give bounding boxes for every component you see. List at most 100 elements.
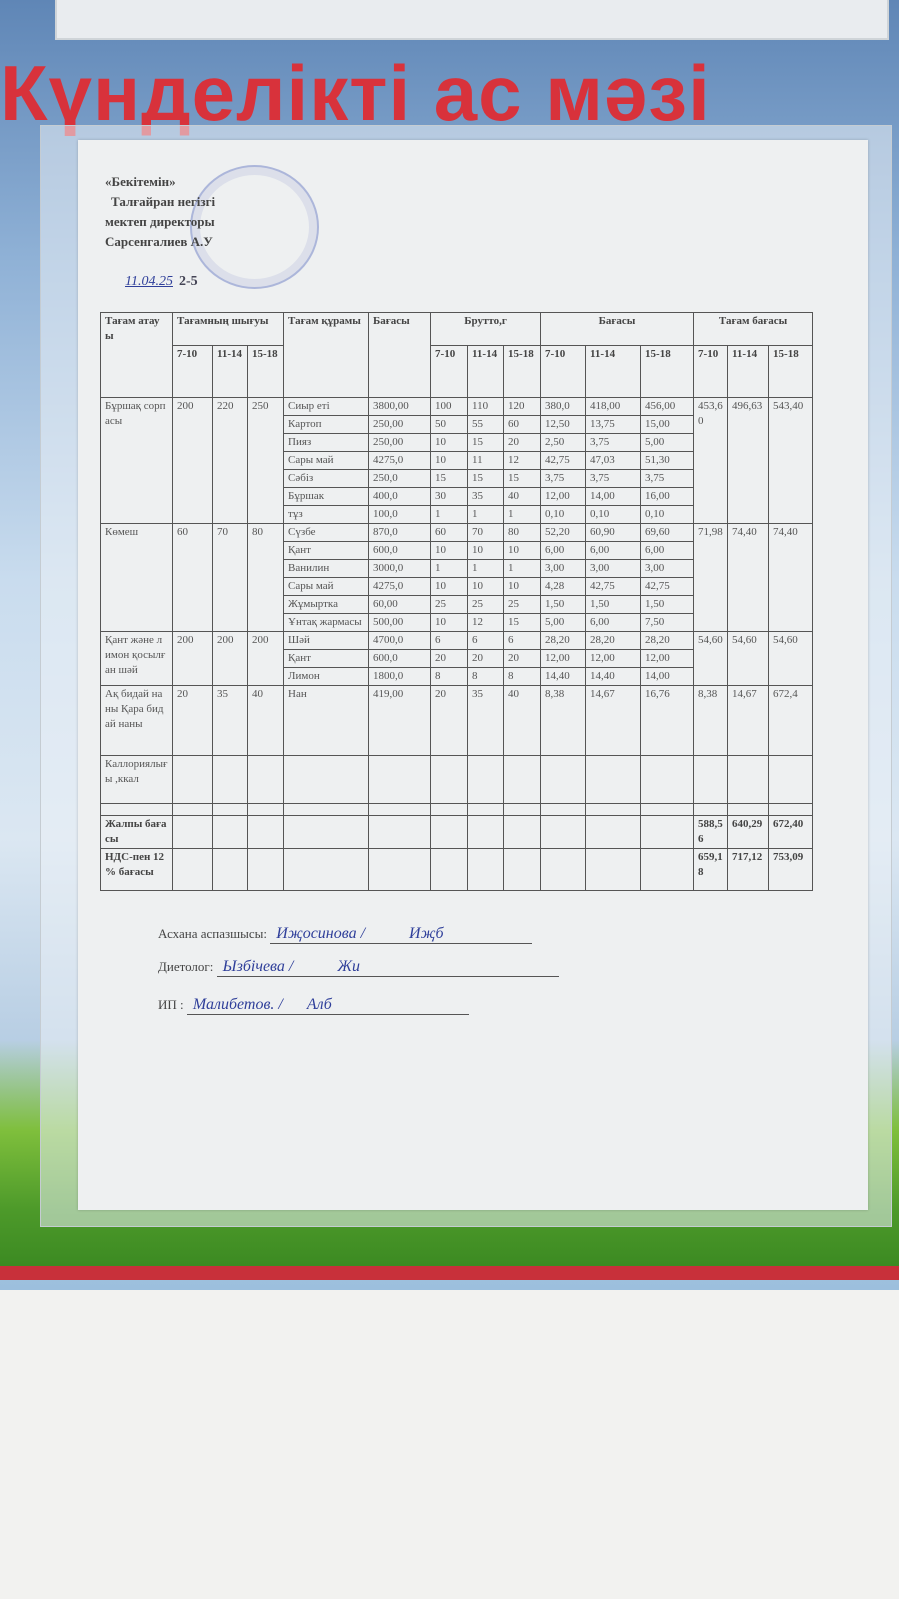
dish-yield: 250 — [246, 397, 285, 524]
table-row: Қант 600,0 10 10 10 6,00 6,00 6,00 — [101, 541, 813, 560]
dish-yield: 20 — [172, 685, 213, 756]
ingredient-brutto: 20 — [503, 433, 542, 452]
ingredient-cost: 69,60 — [640, 523, 695, 542]
ingredient-brutto: 1 — [467, 505, 505, 524]
age-header: 7-10 — [693, 345, 729, 398]
signature-name: Иҗосинова — [276, 925, 357, 942]
ingredient-brutto: 10 — [503, 577, 542, 596]
ingredient-brutto: 6 — [503, 631, 542, 650]
signature-cook: Асхана аспазшысы: Иҗосинова / Иҗб — [158, 925, 533, 944]
ingredient-cost: 3,75 — [540, 469, 587, 488]
ingredient-brutto: 35 — [467, 685, 505, 756]
table-row — [100, 803, 814, 816]
signature-mark: Алб — [306, 996, 332, 1013]
ingredient-brutto: 10 — [467, 541, 505, 560]
header-dish: Тағам атауы — [100, 312, 173, 398]
age-header: 11-14 — [727, 345, 770, 398]
header-composition: Тағам құрамы — [283, 312, 370, 398]
ingredient-name: Бұршак — [283, 487, 370, 506]
signature-mark: Иҗб — [409, 925, 444, 942]
ingredient-brutto: 15 — [467, 433, 505, 452]
ingredient-brutto: 12 — [467, 613, 505, 632]
empty-cell — [503, 815, 542, 849]
ingredient-brutto: 6 — [430, 631, 469, 650]
ingredient-cost: 1,50 — [585, 595, 642, 614]
empty-cell — [467, 755, 505, 804]
ingredient-name: Қант — [283, 541, 370, 560]
empty-cell — [172, 803, 213, 816]
header-brutto: Брутто,г — [430, 312, 542, 346]
dish-total: 54,60 — [727, 631, 770, 686]
dish-total: 672,4 — [768, 685, 814, 756]
empty-cell — [368, 803, 432, 816]
dish-total: 54,60 — [768, 631, 814, 686]
table-row: Ақ бидай наны Қара бидай наны 20 35 40 Нан 41… — [100, 685, 814, 756]
ingredient-name: Лимон — [283, 667, 370, 686]
ingredient-price: 4275,0 — [368, 577, 432, 596]
ingredient-brutto: 25 — [467, 595, 505, 614]
age-header: 15-18 — [503, 345, 542, 398]
empty-cell — [246, 815, 285, 849]
ingredient-cost: 6,00 — [585, 613, 642, 632]
ingredient-name: Сүзбе — [283, 523, 370, 542]
ingredient-brutto: 10 — [430, 433, 469, 452]
empty-cell — [467, 815, 505, 849]
total-value — [693, 755, 729, 804]
dish-name: Көмеш — [100, 523, 173, 632]
ingredient-brutto: 15 — [503, 469, 542, 488]
ingredient-name: Сәбіз — [283, 469, 370, 488]
dish-total: 74,40 — [727, 523, 770, 632]
empty-cell — [246, 755, 285, 804]
empty-cell — [430, 803, 469, 816]
approval-line: Сарсенгалиев А.У — [105, 234, 213, 249]
ingredient-brutto: 20 — [503, 649, 542, 668]
total-value — [727, 803, 770, 816]
ingredient-cost: 28,20 — [585, 631, 642, 650]
age-header: 11-14 — [467, 345, 505, 398]
empty-cell — [467, 803, 505, 816]
ingredient-cost: 0,10 — [540, 505, 587, 524]
ingredient-name: Пияз — [283, 433, 370, 452]
header-dish-cost: Тағам бағасы — [693, 312, 814, 346]
ingredient-cost: 14,40 — [540, 667, 587, 686]
header-price: Бағасы — [368, 312, 432, 398]
table-row: Бұршак 400,0 30 35 40 12,00 14,00 16,00 — [101, 487, 813, 506]
ingredient-name: тұз — [283, 505, 370, 524]
ingredient-cost: 418,00 — [585, 397, 642, 416]
total-value: 672,40 — [768, 815, 814, 849]
empty-cell — [540, 848, 587, 891]
ingredient-brutto: 40 — [503, 685, 542, 756]
empty-cell — [467, 848, 505, 891]
age-header: 15-18 — [640, 345, 695, 398]
ingredient-brutto: 20 — [430, 649, 469, 668]
ingredient-cost: 14,00 — [585, 487, 642, 506]
ingredient-cost: 42,75 — [640, 577, 695, 596]
empty-cell — [640, 755, 695, 804]
ingredient-brutto: 1 — [430, 505, 469, 524]
ingredient-brutto: 25 — [503, 595, 542, 614]
age-header: 11-14 — [212, 345, 248, 398]
ingredient-brutto: 15 — [467, 469, 505, 488]
ingredient-cost: 12,50 — [540, 415, 587, 434]
ingredient-price: 3000,0 — [368, 559, 432, 578]
ingredient-cost: 13,75 — [585, 415, 642, 434]
ingredient-cost: 3,00 — [540, 559, 587, 578]
ingredient-cost: 42,75 — [540, 451, 587, 470]
empty-cell — [368, 848, 432, 891]
ingredient-price: 250,00 — [368, 415, 432, 434]
age-header: 15-18 — [246, 345, 285, 398]
age-header: 7-10 — [430, 345, 469, 398]
ingredient-price: 870,0 — [368, 523, 432, 542]
row-label: Жалпы бағасы — [100, 815, 173, 849]
ingredient-cost: 3,75 — [640, 469, 695, 488]
ingredient-cost: 4,28 — [540, 577, 587, 596]
ingredient-name: Сары май — [283, 451, 370, 470]
dish-total: 74,40 — [768, 523, 814, 632]
ingredient-brutto: 55 — [467, 415, 505, 434]
table-row: Бұршақ сорпасы 200 220 250 Сиыр еті 3800,00 10… — [100, 397, 814, 524]
ingredient-cost: 16,00 — [640, 487, 695, 506]
total-value: 659,18 — [693, 848, 729, 891]
age-header: 7-10 — [540, 345, 587, 398]
empty-cell — [283, 803, 370, 816]
table-row: Пияз 250,00 10 15 20 2,50 3,75 5,00 — [101, 433, 813, 452]
